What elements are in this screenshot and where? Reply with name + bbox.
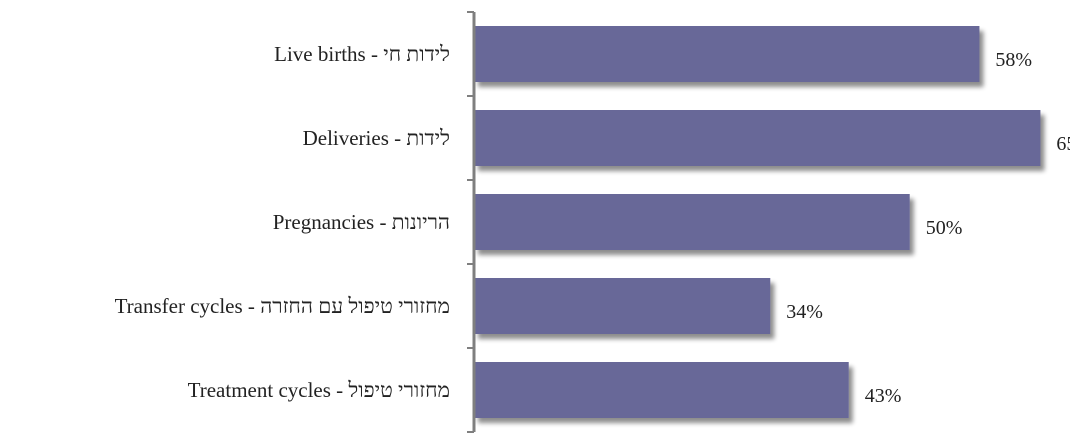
value-labels-group: 58% 65% 50% 34% 43% bbox=[786, 49, 1070, 407]
value-label-pregnancies: 50% bbox=[926, 217, 963, 239]
y-axis-group bbox=[467, 11, 476, 433]
category-label-deliveries: Deliveries - לידות bbox=[303, 126, 450, 150]
category-label-pregnancies: Pregnancies - הריונות bbox=[273, 210, 450, 234]
category-labels-group: Live births - לידות חי Deliveries - לידות… bbox=[115, 42, 450, 402]
category-label-transfer-cycles: Transfer cycles - מחזורי טיפול עם החזרה bbox=[115, 294, 450, 318]
category-label-treatment-cycles: Treatment cycles - מחזורי טיפול bbox=[188, 378, 450, 402]
bar-transfer-cycles bbox=[474, 278, 771, 334]
bar-treatment-cycles bbox=[474, 362, 849, 418]
bar-pregnancies bbox=[474, 194, 910, 250]
value-label-live-births: 58% bbox=[995, 49, 1032, 71]
category-label-live-births: Live births - לידות חי bbox=[274, 42, 450, 66]
bars-group bbox=[474, 26, 1041, 418]
value-label-deliveries: 65% bbox=[1056, 133, 1070, 155]
value-label-transfer-cycles: 34% bbox=[786, 301, 823, 323]
value-label-treatment-cycles: 43% bbox=[865, 385, 902, 407]
bar-deliveries bbox=[474, 110, 1041, 166]
bar-live-births bbox=[474, 26, 980, 82]
